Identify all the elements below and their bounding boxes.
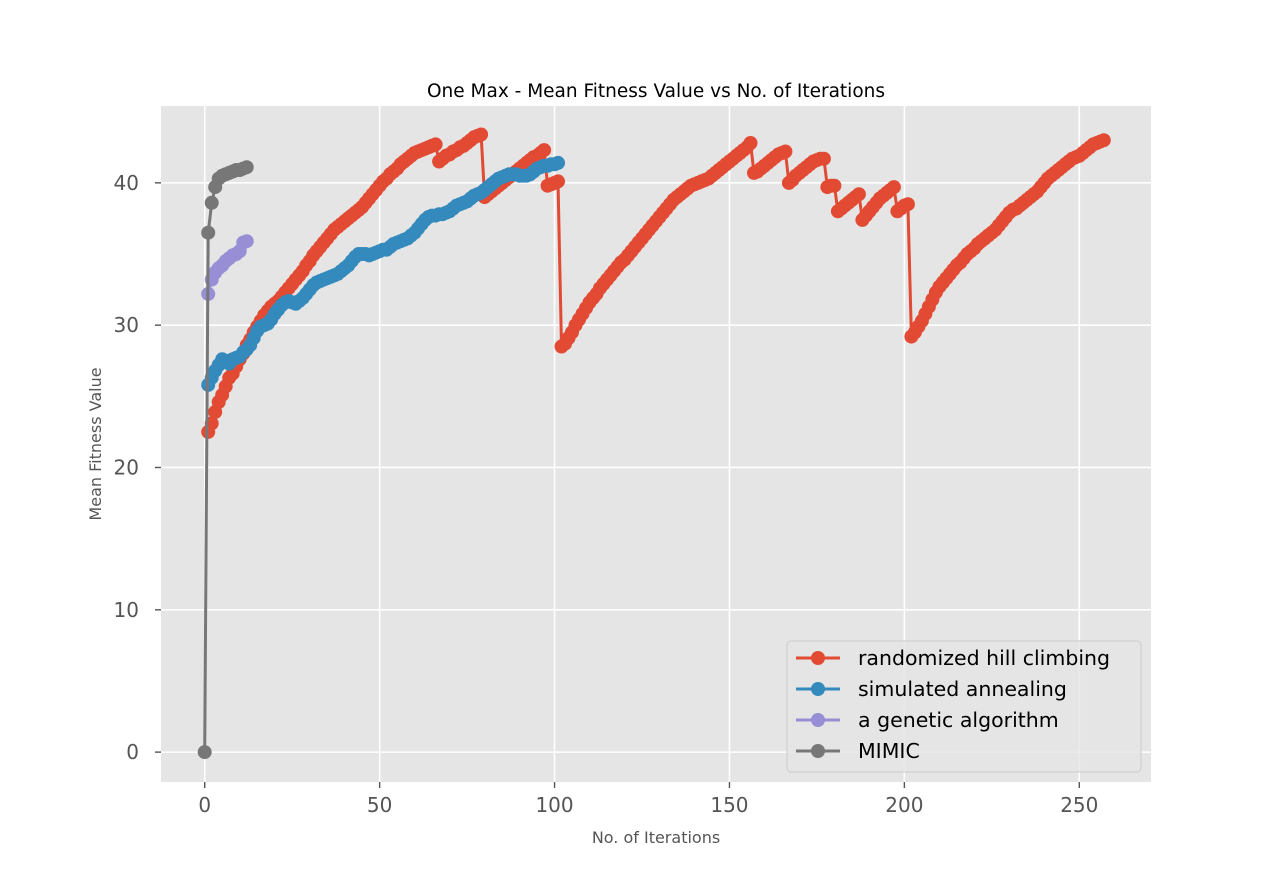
x-tick-label: 0 [198,793,211,817]
legend-item: simulated annealing [796,677,1067,701]
legend-label: a genetic algorithm [858,708,1059,732]
data-point [816,151,831,166]
legend-marker [811,682,825,696]
y-tick-label: 20 [114,455,139,479]
data-point [778,144,793,159]
y-axis-label: Mean Fitness Value [86,367,105,520]
x-tick-label: 150 [710,793,748,817]
y-tick-label: 10 [114,598,139,622]
grid-lines [161,106,1151,782]
y-tick-label: 40 [114,171,139,195]
series-group [197,127,1111,760]
x-tick-label: 250 [1060,793,1098,817]
chart-title: One Max - Mean Fitness Value vs No. of I… [427,81,885,102]
data-point [474,127,489,142]
data-point [239,234,254,249]
x-tick-label: 100 [535,793,573,817]
data-point [551,174,565,189]
data-point [827,178,842,193]
tick-labels: 0 50 100 150 200 250 0 10 20 30 40 [114,171,1099,817]
data-point [239,160,254,175]
y-tick-label: 0 [126,740,139,764]
x-axis-label: No. of Iterations [592,828,720,847]
series-1 [201,155,565,392]
data-point [851,187,866,202]
data-point [551,155,565,170]
legend-item: randomized hill climbing [796,646,1110,670]
x-tick-label: 200 [885,793,923,817]
legend-marker [811,713,825,727]
legend-label: MIMIC [858,739,920,763]
data-point [204,195,219,210]
legend-box [786,640,1142,773]
legend: randomized hill climbing simulated anneal… [786,640,1142,773]
data-point [743,136,758,150]
legend-item: a genetic algorithm [796,708,1059,732]
series-3 [197,160,254,760]
data-point [428,137,443,152]
y-tick-label: 30 [114,313,139,337]
data-point [886,180,901,195]
legend-label: simulated annealing [858,677,1067,701]
legend-marker [811,651,825,665]
data-point [197,745,212,760]
legend-marker [811,744,825,758]
legend-item: MIMIC [796,739,920,763]
data-point [201,225,216,240]
data-point [1096,133,1111,148]
legend-label: randomized hill climbing [858,646,1110,670]
series-2 [201,234,254,301]
data-point [537,143,552,158]
x-tick-label: 50 [367,793,392,817]
data-point [900,197,915,212]
